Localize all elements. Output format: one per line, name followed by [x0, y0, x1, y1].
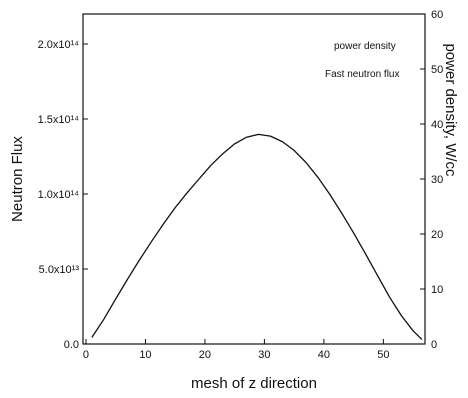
- series-line-power-density: [91, 133, 423, 341]
- legend-entry-power-density: power density: [334, 41, 396, 52]
- right-y-tick-label: 40: [431, 119, 443, 131]
- left-y-tick-label: 0.0: [64, 339, 79, 351]
- x-axis-title: mesh of z direction: [191, 375, 317, 392]
- x-tick-label: 0: [83, 349, 89, 361]
- plot-frame: [82, 13, 426, 345]
- right-y-tick-label: 60: [431, 9, 443, 21]
- left-y-axis-title: Neutron Flux: [9, 136, 26, 222]
- right-y-tick-label: 30: [431, 174, 443, 186]
- right-y-tick-label: 50: [431, 64, 443, 76]
- right-y-axis: 0 10 20 30 40 50 60: [420, 9, 443, 351]
- x-axis: 0 10 20 30 40 50: [83, 339, 389, 361]
- left-y-axis: 0.0 5.0x10¹³ 1.0x10¹⁴ 1.5x10¹⁴ 2.0x10¹⁴: [38, 39, 88, 351]
- right-y-tick-label: 10: [431, 284, 443, 296]
- x-tick-label: 50: [377, 349, 389, 361]
- left-y-tick-label: 1.5x10¹⁴: [38, 114, 80, 126]
- x-tick-label: 20: [199, 349, 211, 361]
- left-y-tick-label: 2.0x10¹⁴: [38, 39, 80, 51]
- right-y-tick-label: 20: [431, 229, 443, 241]
- right-y-tick-label: 0: [431, 339, 437, 351]
- x-tick-label: 40: [318, 349, 330, 361]
- right-y-axis-title: power density, W/cc: [442, 43, 459, 177]
- x-tick-label: 10: [139, 349, 151, 361]
- series-layer: [91, 133, 423, 341]
- x-tick-label: 30: [258, 349, 270, 361]
- left-y-tick-label: 5.0x10¹³: [39, 264, 80, 276]
- legend-entry-fast-neutron-flux: Fast neutron flux: [325, 69, 399, 80]
- left-y-tick-label: 1.0x10¹⁴: [38, 189, 80, 201]
